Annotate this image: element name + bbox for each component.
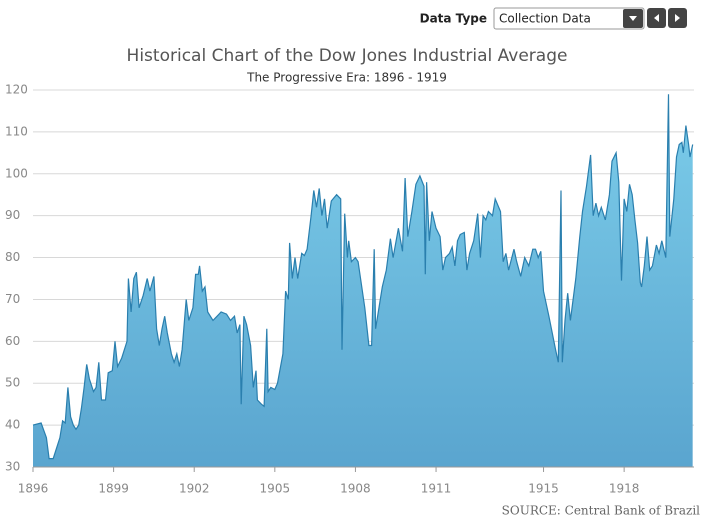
prev-icon <box>654 14 659 22</box>
chart-subtitle: The Progressive Era: 1896 - 1919 <box>246 71 447 85</box>
x-tick-label: 1902 <box>179 482 210 496</box>
y-tick-label: 110 <box>5 124 28 138</box>
line <box>32 94 694 460</box>
x-tick-label: 1915 <box>528 482 559 496</box>
control-label: Data Type <box>420 12 487 26</box>
y-tick-label: 60 <box>5 334 20 348</box>
select-value: Collection Data <box>499 12 591 26</box>
area <box>33 94 693 467</box>
arrow-icon <box>629 16 637 21</box>
y-tick-label: 40 <box>5 418 20 432</box>
chart-title: Historical Chart of the Dow Jones Indust… <box>127 46 568 66</box>
y-tick-label: 50 <box>5 376 20 390</box>
y-tick-label: 80 <box>5 250 20 264</box>
x-tick-label: 1896 <box>18 482 49 496</box>
y-tick-label: 30 <box>5 460 20 474</box>
x-tick-label: 1899 <box>98 482 129 496</box>
y-tick-label: 90 <box>5 208 20 222</box>
source: SOURCE: Central Bank of Brazil <box>502 504 701 518</box>
x-tick-label: 1908 <box>340 482 371 496</box>
y-tick-label: 70 <box>5 292 20 306</box>
select[interactable] <box>493 7 645 30</box>
next-icon <box>675 14 680 22</box>
x-tick-label: 1918 <box>609 482 640 496</box>
y-tick-label: 120 <box>5 83 28 97</box>
x-tick-label: 1905 <box>260 482 291 496</box>
y-tick-label: 100 <box>5 166 28 180</box>
x-tick-label: 1911 <box>421 482 452 496</box>
